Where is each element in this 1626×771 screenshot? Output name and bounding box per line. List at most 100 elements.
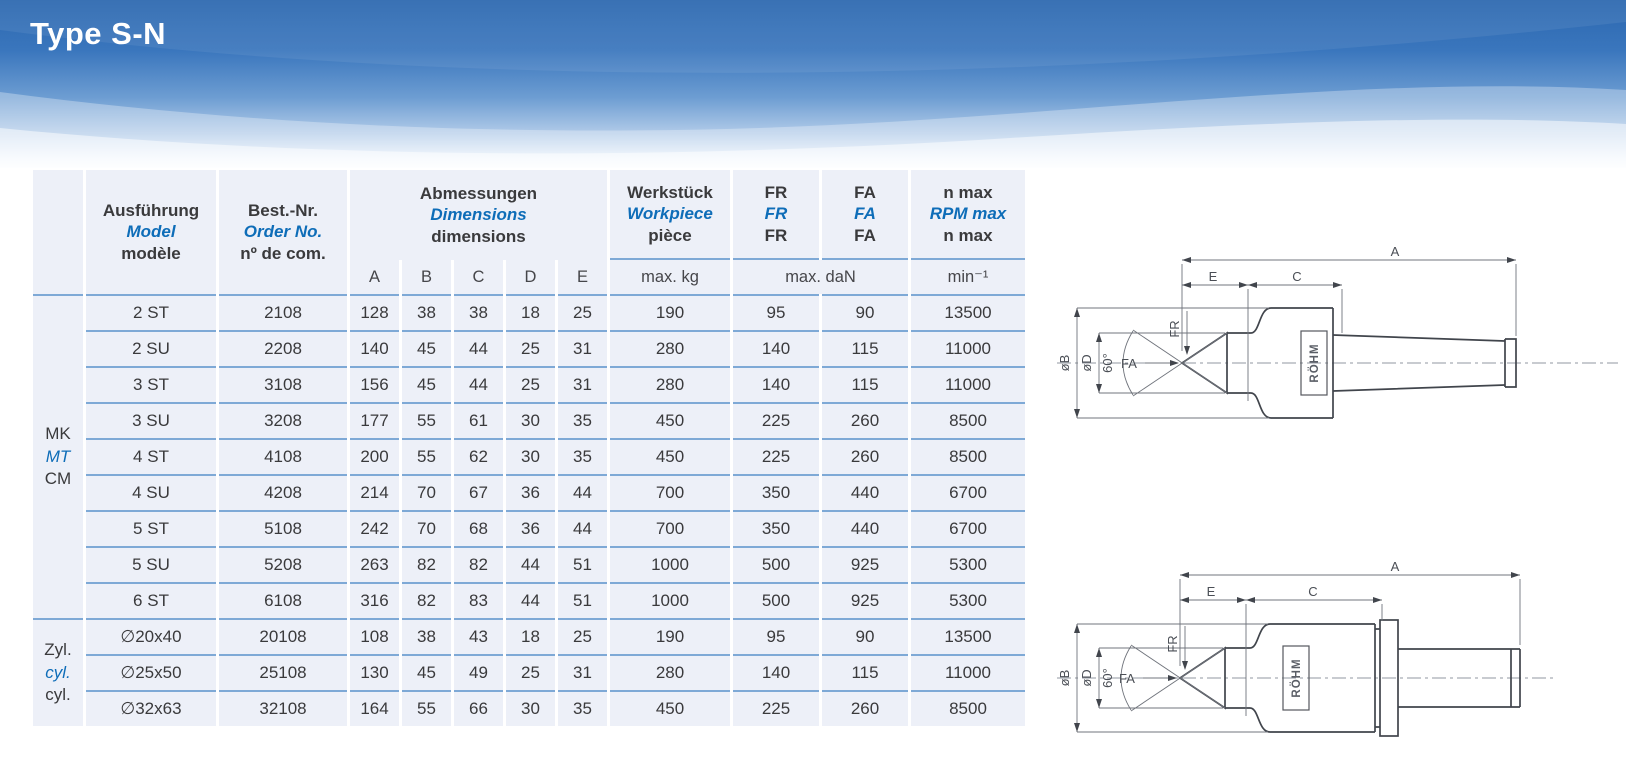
cell-n-max: 5300 xyxy=(911,582,1025,618)
dimension-lines xyxy=(1076,574,1521,733)
brand-logo: RÖHM xyxy=(1290,658,1303,697)
cell-dim-d: 30 xyxy=(506,402,555,438)
logo-frame xyxy=(1282,645,1310,711)
cell-dim-b: 55 xyxy=(402,438,451,474)
cell-dim-c: 44 xyxy=(454,366,503,402)
row-group-label: MK MT CM xyxy=(33,294,83,618)
header-model-fr: modèle xyxy=(121,243,181,263)
cell-n-max: 11000 xyxy=(911,330,1025,366)
dia-label-d: øD xyxy=(1079,669,1094,686)
cell-dim-e: 35 xyxy=(558,690,607,726)
force-label-fr: FR xyxy=(1167,320,1182,337)
header-model-en: Model xyxy=(126,222,176,242)
cell-dim-c: 49 xyxy=(454,654,503,690)
cell-workpiece-max-kg: 700 xyxy=(610,510,730,546)
header-model-de: Ausführung xyxy=(102,200,200,220)
cell-dim-c: 67 xyxy=(454,474,503,510)
table-row: 4 SU 4208 214 70 67 36 44 700 350 440 6700 xyxy=(33,474,1025,510)
header-nmax-de: n max xyxy=(943,182,993,202)
dia-label-d: øD xyxy=(1079,354,1094,371)
cell-dim-c: 44 xyxy=(454,330,503,366)
cell-fa-dan: 925 xyxy=(822,582,908,618)
header-dimensions-fr: dimensions xyxy=(431,226,526,246)
cell-fr-dan: 225 xyxy=(733,402,819,438)
cell-n-max: 8500 xyxy=(911,438,1025,474)
cell-dim-e: 35 xyxy=(558,438,607,474)
header-order-de: Best.-Nr. xyxy=(248,200,318,220)
cell-dim-d: 25 xyxy=(506,330,555,366)
cell-dim-e: 44 xyxy=(558,474,607,510)
cell-dim-d: 18 xyxy=(506,294,555,330)
cell-dim-c: 82 xyxy=(454,546,503,582)
table-row: ∅32x63 32108 164 55 66 30 35 450 225 260 8500 xyxy=(33,690,1025,726)
table-row: 2 SU 2208 140 45 44 25 31 280 140 115 11000 xyxy=(33,330,1025,366)
table-row: 3 ST 3108 156 45 44 25 31 280 140 115 11000 xyxy=(33,366,1025,402)
cell-dim-e: 51 xyxy=(558,546,607,582)
cell-dim-b: 82 xyxy=(402,546,451,582)
table-row: 3 SU 3208 177 55 61 30 35 450 225 260 8500 xyxy=(33,402,1025,438)
cell-fa-dan: 440 xyxy=(822,474,908,510)
cell-n-max: 8500 xyxy=(911,402,1025,438)
cell-dim-c: 62 xyxy=(454,438,503,474)
table-row: 6 ST 6108 316 82 83 44 51 1000 500 925 5300 xyxy=(33,582,1025,618)
cell-dim-a: 177 xyxy=(350,402,399,438)
cell-n-max: 5300 xyxy=(911,546,1025,582)
subheader-workpiece-unit: max. kg xyxy=(610,260,730,294)
cell-fr-dan: 350 xyxy=(733,510,819,546)
cell-workpiece-max-kg: 700 xyxy=(610,474,730,510)
cell-dim-d: 30 xyxy=(506,690,555,726)
dim-label-a: A xyxy=(1391,244,1400,259)
cell-order-no: 4208 xyxy=(219,474,347,510)
cell-order-no: 4108 xyxy=(219,438,347,474)
cell-dim-e: 25 xyxy=(558,294,607,330)
group-label-en: cyl. xyxy=(45,662,71,682)
cell-fr-dan: 140 xyxy=(733,654,819,690)
construction-lines xyxy=(1120,644,1226,712)
cell-model: 5 ST xyxy=(86,510,216,546)
cell-dim-a: 200 xyxy=(350,438,399,474)
header-fa-en: FA xyxy=(854,204,876,224)
cell-fa-dan: 115 xyxy=(822,366,908,402)
cell-model: 3 ST xyxy=(86,366,216,402)
row-group-label: Zyl. cyl. cyl. xyxy=(33,618,83,726)
header-nmax-en: RPM max xyxy=(929,204,1007,224)
group-label-fr: CM xyxy=(44,469,72,489)
cell-dim-a: 128 xyxy=(350,294,399,330)
cell-dim-d: 36 xyxy=(506,510,555,546)
cell-dim-a: 242 xyxy=(350,510,399,546)
column-header-workpiece: Werkstück Workpiece pièce xyxy=(610,170,730,260)
table-row: 5 SU 5208 263 82 82 44 51 1000 500 925 5300 xyxy=(33,546,1025,582)
cell-dim-b: 55 xyxy=(402,690,451,726)
cell-model: 2 ST xyxy=(86,294,216,330)
subheader-dim-a: A xyxy=(350,260,399,294)
cell-dim-d: 25 xyxy=(506,366,555,402)
drawing-morse-taper-live-center: A E C FR FA 60° øB øD RÖHM xyxy=(1057,244,1618,419)
header-fr-en: FR xyxy=(764,204,788,224)
angle-label-60: 60° xyxy=(1100,353,1115,373)
cell-dim-e: 44 xyxy=(558,510,607,546)
dia-label-b: øB xyxy=(1057,355,1072,372)
cell-fr-dan: 500 xyxy=(733,546,819,582)
cell-dim-e: 25 xyxy=(558,618,607,654)
cell-model: ∅32x63 xyxy=(86,690,216,726)
cell-dim-b: 45 xyxy=(402,366,451,402)
group-label-en: MT xyxy=(45,446,71,466)
cell-order-no: 3208 xyxy=(219,402,347,438)
cell-order-no: 32108 xyxy=(219,690,347,726)
cell-fa-dan: 260 xyxy=(822,690,908,726)
cell-workpiece-max-kg: 1000 xyxy=(610,582,730,618)
cell-dim-d: 44 xyxy=(506,582,555,618)
hero-banner: Type S-N xyxy=(0,0,1626,168)
table-row: 5 ST 5108 242 70 68 36 44 700 350 440 6700 xyxy=(33,510,1025,546)
table-row: 4 ST 4108 200 55 62 30 35 450 225 260 8500 xyxy=(33,438,1025,474)
column-header-dimensions: Abmessungen Dimensions dimensions xyxy=(350,170,607,260)
cell-order-no: 5108 xyxy=(219,510,347,546)
header-dimensions-de: Abmessungen xyxy=(419,183,538,203)
column-header-order-no: Best.-Nr. Order No. nº de com. xyxy=(219,170,347,294)
cell-n-max: 6700 xyxy=(911,510,1025,546)
cell-model: 4 SU xyxy=(86,474,216,510)
cell-dim-b: 70 xyxy=(402,510,451,546)
cell-workpiece-max-kg: 450 xyxy=(610,402,730,438)
header-workpiece-de: Werkstück xyxy=(627,182,713,202)
cell-dim-b: 45 xyxy=(402,330,451,366)
